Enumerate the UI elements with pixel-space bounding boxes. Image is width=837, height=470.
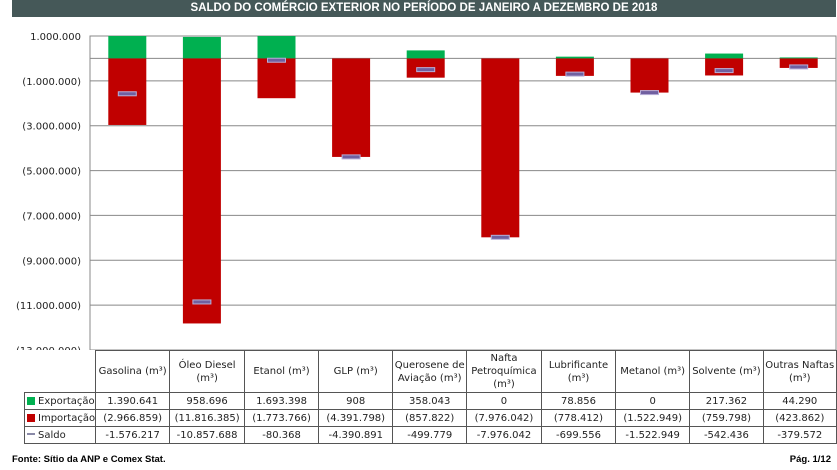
- marker-saldo: [117, 91, 137, 97]
- data-label: -7.976.042: [466, 426, 542, 444]
- bar-exportacao: [555, 56, 594, 59]
- category-header: Solvente (m³): [689, 350, 764, 393]
- bar-importacao: [332, 58, 371, 157]
- data-label: (1.522.949): [615, 409, 691, 427]
- bar-importacao: [257, 58, 296, 99]
- marker-saldo: [341, 154, 361, 160]
- category-header: Lubrificante (m³): [540, 350, 617, 393]
- category-header: Outras Naftas (m³): [762, 350, 837, 393]
- legend-swatch-green: [27, 396, 35, 405]
- legend-exportacao: Exportação: [23, 392, 97, 410]
- legend-line-marker: [27, 432, 35, 435]
- source-note: Fonte: Sítio da ANP e Comex Stat.: [12, 454, 166, 465]
- y-tick-label: (5.000.000): [22, 167, 81, 178]
- category-header: GLP (m³): [318, 350, 394, 393]
- category-header: Nafta Petroquímica (m³): [466, 350, 542, 393]
- category-header: Óleo Diesel (m³): [169, 350, 245, 393]
- data-label: (4.391.798): [318, 409, 394, 427]
- y-tick-label: (11.000.000): [16, 301, 81, 312]
- legend-importacao: Importação: [23, 409, 97, 427]
- y-tick-label: (13.000.000): [16, 346, 81, 350]
- bar-importacao: [555, 58, 594, 76]
- marker-saldo: [416, 67, 436, 73]
- bar-importacao: [182, 58, 221, 324]
- data-label: -80.368: [243, 426, 320, 444]
- data-label: 908: [318, 392, 394, 410]
- data-label: -1.522.949: [615, 426, 691, 444]
- bar-exportacao: [108, 36, 147, 59]
- table-corner: [24, 350, 97, 393]
- marker-saldo: [789, 64, 809, 70]
- data-label: (11.816.385): [169, 409, 245, 427]
- data-label: 44.290: [762, 392, 837, 410]
- data-label: 0: [615, 392, 691, 410]
- legend-label: Importação: [38, 412, 96, 424]
- data-label: -542.436: [689, 426, 764, 444]
- category-header: Etanol (m³): [243, 350, 320, 393]
- marker-saldo: [490, 234, 510, 240]
- marker-saldo: [640, 90, 659, 96]
- chart-plot: 1.000.000 (1.000.000) (3.000.000) (5.000.00…: [16, 32, 837, 350]
- marker-saldo: [714, 68, 734, 74]
- bar-exportacao: [257, 36, 296, 59]
- category-header: Metanol (m³): [615, 350, 691, 393]
- marker-saldo: [267, 57, 286, 63]
- chart-title: SALDO DO COMÉRCIO EXTERIOR NO PERÍODO DE…: [12, 0, 836, 17]
- legend-label: Saldo: [38, 429, 66, 441]
- data-label: 358.043: [392, 392, 468, 410]
- data-label: -499.779: [392, 426, 468, 444]
- data-label: -699.556: [540, 426, 617, 444]
- y-tick-label: (9.000.000): [22, 256, 81, 267]
- data-label: -10.857.688: [169, 426, 245, 444]
- data-label: 0: [466, 392, 542, 410]
- data-label: 1.693.398: [243, 392, 320, 410]
- legend-saldo: Saldo: [23, 426, 97, 444]
- marker-saldo: [565, 71, 585, 77]
- data-label: -1.576.217: [95, 426, 171, 444]
- data-label: (778.412): [540, 409, 617, 427]
- data-label: (759.798): [689, 409, 764, 427]
- legend-label: Exportação: [38, 395, 95, 407]
- y-tick-label: (7.000.000): [22, 211, 81, 222]
- data-table: Gasolina (m³) Óleo Diesel (m³) Etanol (m³)…: [23, 350, 837, 444]
- bar-importacao: [630, 58, 669, 93]
- bar-importacao: [481, 58, 520, 238]
- bar-exportacao: [182, 36, 221, 59]
- bar-importacao: [779, 58, 818, 68]
- y-tick-label: 1.000.000: [30, 32, 81, 43]
- data-label: (423.862): [762, 409, 837, 427]
- y-tick-label: (3.000.000): [22, 122, 81, 133]
- data-label: (1.773.766): [243, 409, 320, 427]
- data-label: 217.362: [689, 392, 764, 410]
- legend-swatch-red: [27, 413, 35, 422]
- data-label: 78.856: [540, 392, 617, 410]
- page-number: Pág. 1/12: [789, 454, 831, 465]
- data-label: (857.822): [392, 409, 468, 427]
- marker-saldo: [192, 299, 212, 305]
- category-header: Querosene de Aviação (m³): [392, 350, 468, 393]
- bar-exportacao: [779, 57, 818, 59]
- data-label: 1.390.641: [95, 392, 171, 410]
- data-label: -379.572: [762, 426, 837, 444]
- bar-exportacao: [406, 50, 445, 59]
- category-header: Gasolina (m³): [95, 350, 171, 393]
- data-label: (2.966.859): [95, 409, 171, 427]
- data-label: (7.976.042): [466, 409, 542, 427]
- data-label: -4.390.891: [318, 426, 394, 444]
- bar-exportacao: [705, 53, 744, 59]
- y-tick-label: (1.000.000): [22, 77, 81, 88]
- data-label: 958.696: [169, 392, 245, 410]
